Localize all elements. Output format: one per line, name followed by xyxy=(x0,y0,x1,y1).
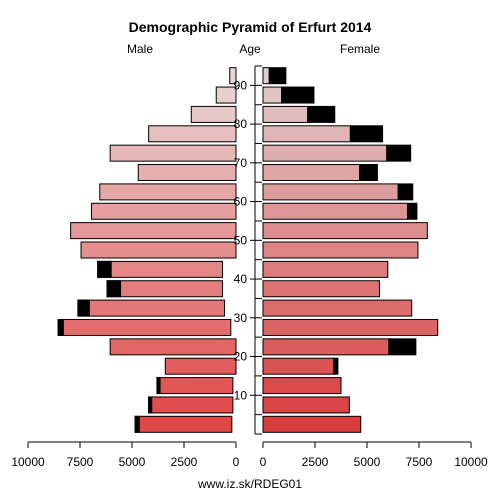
female-x-tick-label: 10000 xyxy=(454,455,488,469)
male-x-tick-label: 10000 xyxy=(11,455,45,469)
female-bar xyxy=(262,260,389,278)
male-bar xyxy=(137,164,237,182)
chart-title: Demographic Pyramid of Erfurt 2014 xyxy=(129,19,372,35)
female-bar xyxy=(262,415,362,433)
female-x-tick-label: 2500 xyxy=(302,455,329,469)
female-bar xyxy=(262,280,380,298)
female-surplus-bar xyxy=(307,105,336,123)
female-surplus-bar xyxy=(333,357,339,375)
female-label: Female xyxy=(340,42,380,56)
age-tick-label: 60 xyxy=(234,195,248,209)
male-bar xyxy=(148,125,237,143)
age-tick-label: 40 xyxy=(234,272,248,286)
female-bar xyxy=(262,299,413,317)
age-label: Age xyxy=(239,42,261,56)
female-surplus-bar xyxy=(281,86,315,104)
age-tick-label: 30 xyxy=(234,311,248,325)
male-surplus-bar xyxy=(77,299,90,317)
bars-group xyxy=(57,67,439,433)
male-bar xyxy=(190,105,237,123)
male-bar xyxy=(57,318,232,336)
female-bar xyxy=(262,86,283,104)
male-bar xyxy=(99,183,237,201)
male-bar xyxy=(134,415,233,433)
female-bar xyxy=(262,105,309,123)
female-bar xyxy=(262,125,351,143)
male-bar xyxy=(106,280,223,298)
male-surplus-bar xyxy=(134,415,140,433)
female-x-tick-label: 5000 xyxy=(354,455,381,469)
female-x-tick-label: 7500 xyxy=(406,455,433,469)
male-surplus-bar xyxy=(156,377,161,395)
male-bar xyxy=(77,299,226,317)
male-bar xyxy=(70,222,237,240)
female-bar xyxy=(262,357,335,375)
male-surplus-bar xyxy=(106,280,122,298)
female-bar xyxy=(262,338,390,356)
female-surplus-bar xyxy=(268,67,287,85)
male-bar xyxy=(80,241,237,259)
age-tick-label: 10 xyxy=(234,388,248,402)
male-surplus-bar xyxy=(97,260,112,278)
age-tick-label: 70 xyxy=(234,156,248,170)
female-surplus-bar xyxy=(407,202,418,220)
female-surplus-bar xyxy=(386,144,412,162)
male-x-tick-label: 7500 xyxy=(67,455,94,469)
age-tick-label: 50 xyxy=(234,233,248,247)
male-bar xyxy=(229,67,237,85)
female-bar xyxy=(262,144,388,162)
female-surplus-bar xyxy=(349,125,384,143)
female-surplus-bar xyxy=(397,183,414,201)
female-surplus-bar xyxy=(359,164,378,182)
female-bar xyxy=(262,241,419,259)
male-bar xyxy=(164,357,237,375)
male-surplus-bar xyxy=(57,318,64,336)
axes-group: 10 20 30 40 50 60 70 80 90 10000 7500 5000 2500 0 0 250… xyxy=(11,65,488,469)
male-bar xyxy=(109,144,237,162)
male-x-tick-label: 5000 xyxy=(119,455,146,469)
female-x-tick-label: 0 xyxy=(260,455,267,469)
female-bar xyxy=(262,67,270,85)
male-bar xyxy=(148,396,234,414)
age-tick-label: 90 xyxy=(234,78,248,92)
male-surplus-bar xyxy=(148,396,153,414)
male-bar xyxy=(215,86,237,104)
age-tick-label: 20 xyxy=(234,350,248,364)
male-bar xyxy=(90,202,237,220)
female-bar xyxy=(262,396,350,414)
footer-url: www.iz.sk/RDEG01 xyxy=(197,477,302,491)
age-tick-label: 80 xyxy=(234,117,248,131)
female-surplus-bar xyxy=(388,338,417,356)
male-bar xyxy=(156,377,234,395)
female-bar xyxy=(262,202,409,220)
male-label: Male xyxy=(127,42,153,56)
female-bar xyxy=(262,377,342,395)
female-bar xyxy=(262,164,361,182)
female-bar xyxy=(262,222,428,240)
female-bar xyxy=(262,183,399,201)
male-x-tick-label: 2500 xyxy=(171,455,198,469)
male-bar xyxy=(97,260,223,278)
male-x-tick-label: 0 xyxy=(233,455,240,469)
female-bar xyxy=(262,318,439,336)
male-bar xyxy=(109,338,237,356)
